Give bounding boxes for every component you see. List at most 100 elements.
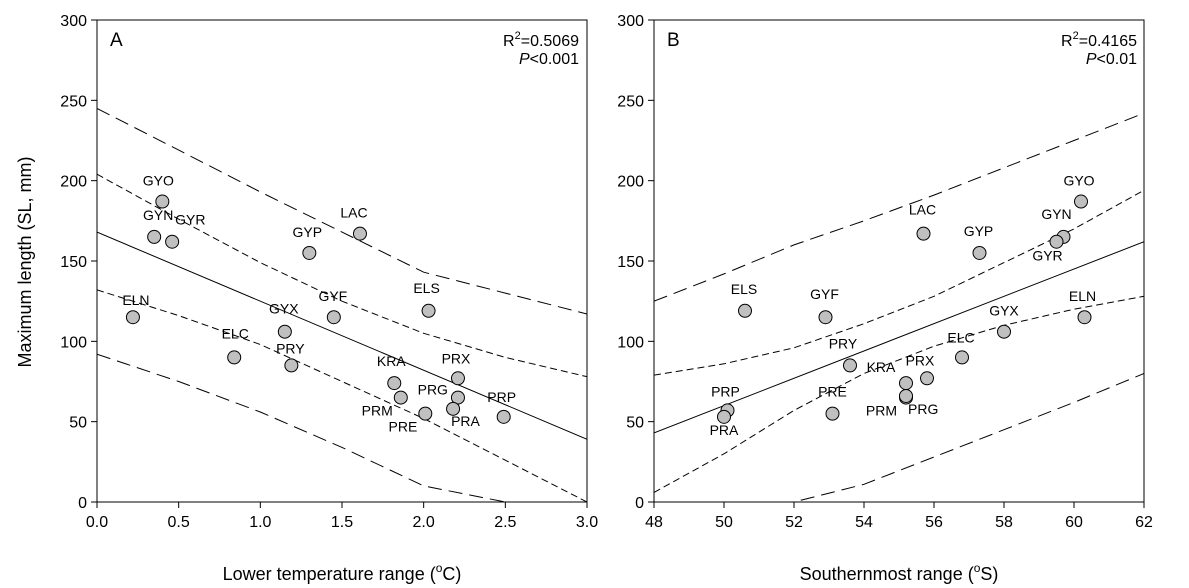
panel-a-point-eln [125,310,140,325]
panel-b-r2: R2=0.4165 [1061,30,1137,50]
panel-a-point-gyo [155,194,170,209]
panel-a-marks: 0 50 100 150 200 250 300 0.0 0.5 1.0 1.5 2.0 2.5 3.0 G… [60,13,598,531]
panel-b-point-pry [843,358,857,373]
panel-a-point-label-pry: PRY [276,340,305,356]
panel-b-x-tick-label: 62 [1135,514,1153,531]
panel-b-point-gyx [997,324,1011,339]
panel-a-point-kra [387,376,402,391]
panel-b-point-pre [825,406,840,421]
panel-a-point-label-kra: KRA [377,353,406,369]
panel-a-point-prx [450,371,465,386]
panel-a-prediction-band-upper [97,107,587,315]
panel-b-y-tick-label: 150 [617,254,644,271]
panel-a-point-prm [393,390,408,405]
panel-b-point-label-lac: LAC [909,202,936,218]
panel-b-point-label-gyf: GYF [810,286,839,302]
panel-b-point-label-gyp: GYP [964,223,994,239]
panel-b-x-tick-label: 58 [995,514,1013,531]
panel-b-plot-frame [653,19,1145,503]
panel-b-x-axis-title: Southernmost range (oS) [800,561,999,584]
panel-a-point-label-gyp: GYP [293,224,323,240]
panel-b-point-prg [899,388,913,403]
panel-a: 0 50 100 150 200 250 300 0.0 0.5 1.0 1.5 2.0 2.5 3.0 G… [60,13,598,584]
panel-a-letter: A [110,30,123,51]
panel-b-y-tick-label: 50 [626,415,644,432]
panel-a-regression-line [97,231,587,440]
panel-b-y-tick-label: 300 [617,13,644,30]
panel-a-point-label-gyn: GYN [143,207,173,223]
panel-a-y-tick-label: 50 [69,415,87,432]
panel-b-regression-line [654,241,1144,434]
panel-a-p-value: P<0.001 [519,51,579,68]
panel-a-point-label-pra: PRA [451,413,480,429]
panel-b-point-label-gyx: GYX [989,303,1019,319]
panel-b-point-gyp [972,245,987,260]
panel-b-point-lac [916,226,931,241]
panel-a-point-gyp [302,245,317,260]
panel-a-plot-area [97,107,587,502]
panel-b-prediction-band-lower [654,373,1144,502]
panel-a-point-gyn [147,229,162,244]
panel-b-point-gyf [818,310,833,325]
panel-a-y-tick-label: 150 [60,254,87,271]
panel-b-x-tick-label: 60 [1065,514,1083,531]
panel-a-y-tick-label: 0 [78,495,87,512]
panel-a-x-tick-label: 0.0 [86,514,108,531]
panel-b-point-label-gyn: GYN [1041,206,1071,222]
panel-a-r2: R2=0.5069 [503,30,579,50]
panel-b-point-gyr [1049,234,1064,249]
panel-a-point-els [421,303,436,318]
panel-b-y-tick-label: 100 [617,334,644,351]
panel-b-point-els [738,303,752,318]
panel-a-point-label-gyr: GYR [175,212,205,228]
panel-a-point-label-eln: ELN [122,292,149,308]
panel-a-point-label-gyx: GYX [269,301,299,317]
panel-b-point-label-elc: ELC [947,329,974,345]
panel-a-point-label-pre: PRE [389,419,418,435]
panel-a-y-tick-label: 200 [60,174,87,191]
panel-a-plot-frame [96,19,588,503]
panel-a-point-gyf [326,310,341,325]
panel-a-x-tick-label: 1.5 [331,514,353,531]
panel-a-y-tick-label: 100 [60,334,87,351]
panel-b: 0 50 100 150 200 250 300 48 50 52 54 56 58 60 62 GYO GYN… [617,13,1153,584]
panel-a-y-tick-label: 300 [60,13,87,30]
panel-b-point-label-prg: PRG [908,401,938,417]
panel-b-point-eln [1077,310,1092,325]
panel-a-point-pry [284,358,299,373]
panel-b-point-label-prm: PRM [866,403,897,419]
panel-a-point-label-elc: ELC [222,325,249,341]
panel-a-point-lac [352,226,367,241]
panel-b-point-label-gyr: GYR [1032,248,1062,264]
panel-a-point-label-els: ELS [413,280,439,296]
panel-b-point-elc [955,350,969,365]
panel-b-x-tick-label: 50 [715,514,733,531]
panel-a-point-prp [496,409,511,424]
panel-b-point-label-pra: PRA [710,422,739,438]
panel-b-point-label-pre: PRE [818,384,847,400]
panel-a-point-pre [418,406,433,421]
panel-a-point-label-prg: PRG [418,382,448,398]
panel-a-x-tick-label: 1.0 [249,514,271,531]
panel-a-point-label-gyf: GYF [318,288,347,304]
panel-a-x-tick-label: 2.5 [494,514,516,531]
panel-a-point-label-prp: PRP [487,389,516,405]
panel-a-y-tick-label: 250 [60,93,87,110]
panel-b-y-tick-label: 200 [617,174,644,191]
panel-b-point-label-prx: PRX [906,352,935,368]
panel-b-x-tick-label: 48 [645,514,663,531]
panel-b-y-tick-label: 0 [635,495,644,512]
panel-a-prediction-band-lower [97,353,587,502]
panel-b-point-pra [717,409,731,424]
panel-b-point-label-els: ELS [731,281,757,297]
panel-a-point-gyr [165,234,180,249]
panel-a-x-tick-label: 0.5 [168,514,190,531]
panel-a-point-label-gyo: GYO [143,173,174,189]
panel-a-point-elc [227,350,242,365]
panel-b-point-label-kra: KRA [867,359,896,375]
panel-b-point-label-prp: PRP [711,383,740,399]
panel-a-point-gyx [277,324,292,339]
panel-b-x-tick-label: 52 [785,514,803,531]
panel-b-point-prx [920,371,934,386]
